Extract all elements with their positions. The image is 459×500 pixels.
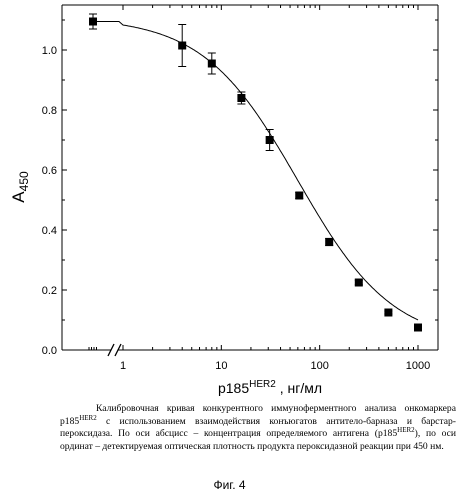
x-tick-label: 10 xyxy=(215,360,227,372)
y-tick-label: 0.0 xyxy=(42,345,57,357)
x-tick-label: 1 xyxy=(120,360,126,372)
axis-ticks: 0.0 0.2 0.4 0.6 0.8 1.0 1 10 100 1000 xyxy=(42,5,438,372)
x-tick-label: 100 xyxy=(310,360,328,372)
data-point xyxy=(325,238,334,246)
data-point xyxy=(178,41,187,50)
x-axis-title-main: p185 xyxy=(218,380,249,396)
caption-part-3: ), по оси ординат – детектируемая оптиче… xyxy=(60,428,457,452)
y-tick-label: 0.6 xyxy=(42,165,57,177)
y-axis-title-main: A xyxy=(9,191,28,203)
data-point xyxy=(414,323,422,332)
caption-sup-2: HER2 xyxy=(397,426,415,434)
x-axis-title-unit: , нг/мл xyxy=(276,380,322,396)
data-point xyxy=(89,17,97,26)
y-tick-label: 0.4 xyxy=(42,225,57,237)
axis-break-mark-1 xyxy=(107,343,115,357)
y-tick-label: 0.8 xyxy=(42,105,57,117)
y-axis-title: A450 xyxy=(9,171,31,203)
data-points-layer xyxy=(89,13,422,332)
data-point xyxy=(354,278,363,287)
calibration-chart: 0.0 0.2 0.4 0.6 0.8 1.0 1 10 100 1000 A450 p185HE… xyxy=(9,4,439,396)
data-point xyxy=(384,308,393,317)
caption-part-1: Калибровочная кривая конкурентного иммун… xyxy=(60,403,456,427)
axis-break-mark-2 xyxy=(114,343,122,357)
x-axis-title: p185HER2 , нг/мл xyxy=(218,379,322,396)
data-point xyxy=(237,94,246,102)
caption-sup-1: HER2 xyxy=(79,413,97,422)
x-tick-label: 1000 xyxy=(406,360,430,372)
x-axis-title-sup: HER2 xyxy=(249,379,276,390)
y-axis-title-sub: 450 xyxy=(17,171,31,191)
data-point xyxy=(207,59,216,68)
data-point xyxy=(265,136,274,144)
y-tick-label: 1.0 xyxy=(42,45,57,57)
fit-curve xyxy=(93,21,419,321)
fit-curve-layer xyxy=(93,21,419,321)
figure-caption: Калибровочная кривая конкурентного иммун… xyxy=(60,403,456,453)
figure-label: Фиг. 4 xyxy=(213,478,246,492)
y-tick-label: 0.2 xyxy=(42,285,57,297)
data-point xyxy=(295,191,304,200)
axes xyxy=(61,4,439,357)
caption-part-2: с использованием взаимодействия конъюгат… xyxy=(60,415,456,440)
